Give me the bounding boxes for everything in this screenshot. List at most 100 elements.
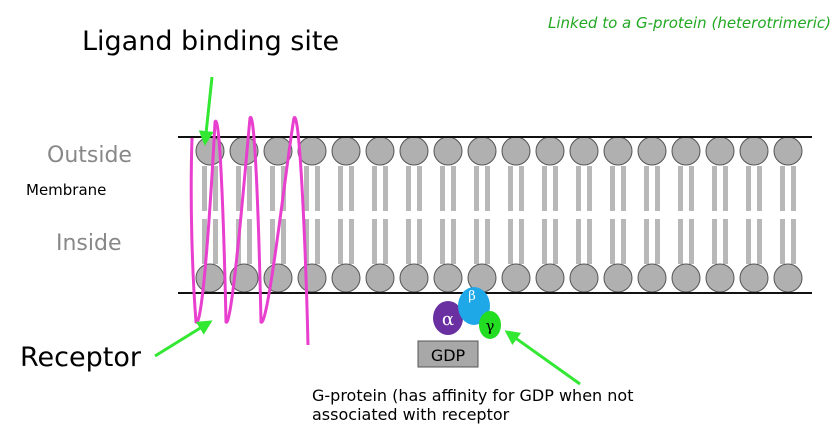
lipid-tail — [451, 219, 456, 264]
lipid-tail — [553, 166, 558, 211]
lipid-tail — [712, 166, 717, 211]
lipid-tail — [440, 219, 445, 264]
lipid-tail — [791, 219, 796, 264]
gprotein-arrow — [504, 330, 581, 386]
lipid-tail — [383, 219, 388, 264]
lipid-head-outer — [603, 136, 633, 166]
lipid-head-inner — [399, 263, 429, 293]
lipid-head-outer — [365, 136, 395, 166]
lipid-tail — [281, 219, 286, 264]
lipid-tail — [315, 166, 320, 211]
gamma-subunit — [479, 311, 501, 339]
lipid-head-inner — [671, 263, 701, 293]
membrane-label: Membrane — [26, 181, 107, 199]
g-protein-complex: α β γ GDP — [417, 287, 501, 368]
gdp-label: GDP — [431, 346, 466, 365]
lipid-head-outer — [331, 136, 361, 166]
lipid-head-outer — [467, 136, 497, 166]
lipid-tail — [202, 166, 207, 211]
lipid-head-inner — [637, 263, 667, 293]
lipid-tail — [247, 166, 252, 211]
lipid-tail — [576, 166, 581, 211]
lipid-head-outer — [433, 136, 463, 166]
lipid-tail — [576, 219, 581, 264]
lipid-tail — [678, 166, 683, 211]
lipid-tail — [485, 166, 490, 211]
lipid-tail — [723, 219, 728, 264]
lipid-head-outer — [501, 136, 531, 166]
lipid-head-inner — [603, 263, 633, 293]
lipid-tail — [621, 166, 626, 211]
lipid-tail — [383, 166, 388, 211]
lipid-tail — [202, 219, 207, 264]
ligand-site-arrow — [198, 76, 214, 146]
lipid-tail — [678, 219, 683, 264]
lipid-tail — [270, 166, 275, 211]
lipid-tail — [746, 166, 751, 211]
lipid-tail — [474, 166, 479, 211]
lipid-tail — [270, 219, 275, 264]
lipid-tail — [712, 219, 717, 264]
lipid-head-outer — [637, 136, 667, 166]
lipid-tail — [542, 166, 547, 211]
outside-label: Outside — [47, 143, 132, 168]
lipid-tail — [338, 166, 343, 211]
lipid-tail — [315, 219, 320, 264]
lipid-tail — [757, 166, 762, 211]
lipid-tail — [780, 166, 785, 211]
lipid-tail — [372, 166, 377, 211]
lipid-tail — [372, 219, 377, 264]
inside-label: Inside — [56, 231, 122, 256]
lipid-tail — [757, 219, 762, 264]
alpha-symbol: α — [442, 309, 454, 330]
lipid-tail — [655, 166, 660, 211]
lipid-head-outer — [535, 136, 565, 166]
lipid-head-inner — [535, 263, 565, 293]
receptor-helices — [189, 116, 310, 346]
lipid-tail — [474, 219, 479, 264]
lipid-tail — [417, 219, 422, 264]
beta-symbol: β — [468, 289, 476, 304]
lipid-tail — [587, 166, 592, 211]
lipid-head-inner — [365, 263, 395, 293]
lipid-tail — [644, 219, 649, 264]
lipid-tail — [689, 219, 694, 264]
lipid-head-outer — [739, 136, 769, 166]
lipid-head-inner — [501, 263, 531, 293]
lipid-head-inner — [433, 263, 463, 293]
gdp-box — [417, 340, 479, 368]
lipid-head-inner — [331, 263, 361, 293]
lipid-head-outer — [705, 136, 735, 166]
gprotein-description-line2: associated with receptor — [312, 405, 510, 424]
gprotein-description: G-protein (has affinity for GDP when not… — [312, 386, 633, 424]
lipid-tail — [451, 166, 456, 211]
lipid-tail — [213, 166, 218, 211]
lipid-head-inner — [569, 263, 599, 293]
lipid-tail — [338, 219, 343, 264]
lipid-tail — [746, 219, 751, 264]
lipid-tail — [304, 166, 309, 211]
lipid-tail — [213, 219, 218, 264]
lipid-tail — [587, 219, 592, 264]
lipid-head-inner — [263, 263, 293, 293]
lipid-tail — [406, 219, 411, 264]
lipid-tail — [406, 166, 411, 211]
receptor-arrow — [154, 320, 213, 358]
lipid-head-inner — [773, 263, 803, 293]
lipid-tail — [236, 166, 241, 211]
gamma-symbol: γ — [486, 317, 495, 335]
lipid-head-outer — [773, 136, 803, 166]
title-note: Linked to a G-protein (heterotrimeric) — [547, 14, 831, 32]
lipid-head-inner — [705, 263, 735, 293]
lipid-head-outer — [399, 136, 429, 166]
lipid-head-outer — [569, 136, 599, 166]
lipid-tail — [304, 219, 309, 264]
lipid-tail — [247, 219, 252, 264]
gprotein-description-line1: G-protein (has affinity for GDP when not — [312, 386, 634, 405]
lipid-head-inner — [195, 263, 225, 293]
lipid-tail — [644, 166, 649, 211]
lipid-tail — [349, 219, 354, 264]
lipid-tail — [723, 166, 728, 211]
lipid-tail — [349, 166, 354, 211]
